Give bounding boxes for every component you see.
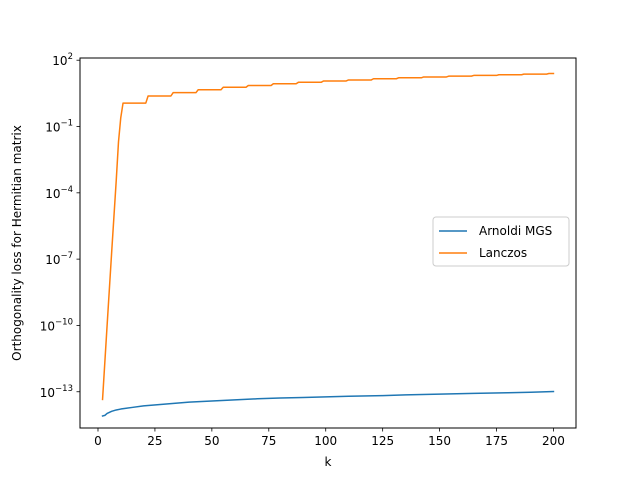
legend: Arnoldi MGS Lanczos [432, 216, 570, 267]
y-axis-label: Orthogonality loss for Hermitian matrix [10, 125, 24, 361]
x-tick-label: 125 [371, 434, 394, 448]
x-tick-label: 75 [261, 434, 276, 448]
x-axis-label: k [325, 455, 332, 469]
x-tick-label: 25 [147, 434, 162, 448]
y-tick-label: 102 [52, 52, 73, 68]
series-line-arnoldi-mgs [101, 390, 555, 417]
y-tick-label: 10−10 [40, 317, 73, 333]
plot-lines [101, 72, 555, 417]
x-tick-label: 200 [542, 434, 565, 448]
legend-label-arnoldi-mgs: Arnoldi MGS [479, 224, 552, 238]
series-line-lanczos [101, 72, 555, 401]
x-tick-label: 50 [204, 434, 219, 448]
y-tick-label: 10−7 [45, 251, 73, 267]
y-axis: 10−13 10−10 10−7 10−4 10−1 102 [40, 52, 80, 400]
legend-label-lanczos: Lanczos [479, 246, 527, 260]
y-tick-label: 10−4 [45, 185, 73, 201]
y-tick-label: 10−13 [40, 384, 73, 400]
x-tick-label: 175 [485, 434, 508, 448]
y-tick-label: 10−1 [45, 119, 73, 135]
x-tick-label: 0 [94, 434, 102, 448]
x-tick-label: 100 [314, 434, 337, 448]
x-axis: 0 25 50 75 100 125 150 175 200 [94, 428, 565, 448]
axes-frame [79, 57, 577, 429]
x-tick-label: 150 [428, 434, 451, 448]
